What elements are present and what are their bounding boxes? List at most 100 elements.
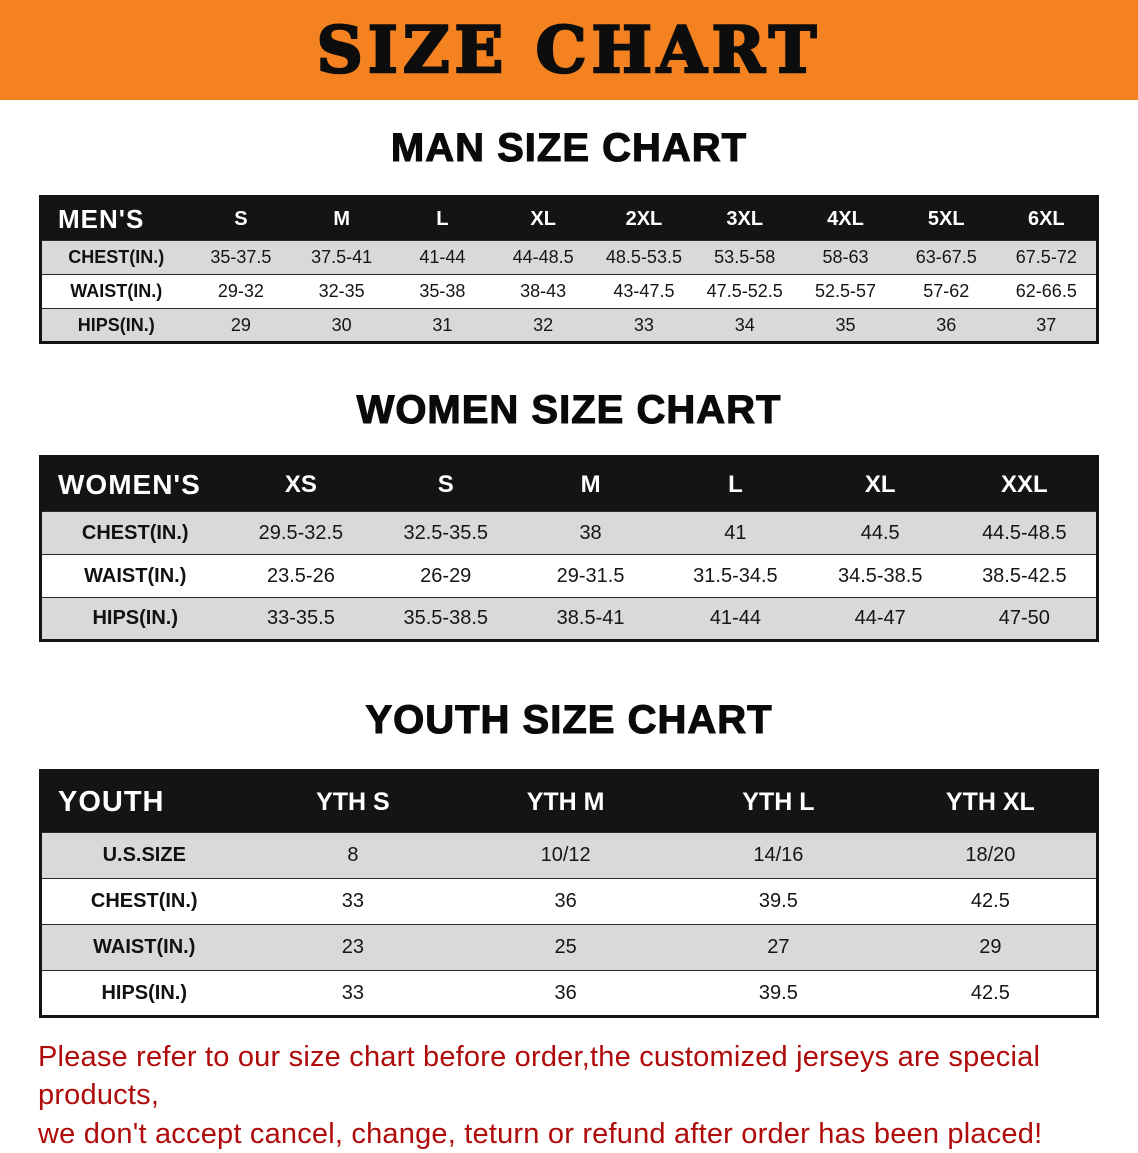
women-measurement-row: HIPS(IN.) 33-35.5 35.5-38.5 38.5-41 41-44 44-… bbox=[40, 597, 1098, 641]
youth-table-title: YOUTH bbox=[40, 770, 247, 833]
youth-size-value: 36 bbox=[554, 981, 577, 1004]
men-size-value: 57-62 bbox=[923, 281, 970, 301]
men-size-value: 32-35 bbox=[318, 281, 365, 301]
men-size-value: 67.5-72 bbox=[1015, 247, 1077, 267]
men-size-value: 35-38 bbox=[419, 281, 466, 301]
men-size-value: 41-44 bbox=[419, 247, 466, 267]
youth-measurement-row: HIPS(IN.) 33 36 39.5 42.5 bbox=[40, 970, 1098, 1017]
men-row-label: CHEST(IN.) bbox=[68, 247, 165, 267]
women-size-value: 29.5-32.5 bbox=[258, 521, 344, 544]
youth-row-label: CHEST(IN.) bbox=[90, 890, 198, 912]
women-size-column-header: XS bbox=[228, 456, 374, 512]
men-measurement-row: CHEST(IN.) 35-37.5 37.5-41 41-44 44-48.5 48.5… bbox=[40, 240, 1098, 275]
women-size-column-header: XL bbox=[807, 456, 953, 512]
women-size-column-header: S bbox=[373, 456, 519, 512]
men-size-value: 29-32 bbox=[217, 281, 264, 301]
men-size-value: 29 bbox=[230, 314, 251, 335]
men-size-value: 38-43 bbox=[520, 281, 567, 301]
youth-size-value: 8 bbox=[347, 844, 359, 866]
women-size-value: 41-44 bbox=[709, 607, 761, 629]
youth-header-row: YOUTH YTH S YTH M YTH L YTH XL bbox=[40, 770, 1098, 833]
women-size-value: 38.5-42.5 bbox=[982, 564, 1067, 587]
youth-size-column-header: YTH S bbox=[246, 770, 460, 833]
men-size-column-header: 2XL bbox=[593, 196, 695, 241]
youth-size-value: 42.5 bbox=[970, 981, 1010, 1004]
men-size-value: 48.5-53.5 bbox=[605, 247, 682, 267]
men-size-column-header: 4XL bbox=[795, 196, 896, 241]
youth-size-value: 42.5 bbox=[970, 890, 1010, 912]
footer-disclaimer-line1: Please refer to our size chart before or… bbox=[38, 1041, 1041, 1112]
men-size-value: 37 bbox=[1036, 314, 1057, 335]
women-size-value: 38 bbox=[579, 521, 602, 544]
women-row-label: CHEST(IN.) bbox=[81, 521, 189, 544]
men-size-value: 33 bbox=[633, 314, 654, 335]
women-size-column-header: L bbox=[662, 456, 808, 512]
men-row-label: HIPS(IN.) bbox=[77, 314, 155, 335]
men-size-value: 53.5-58 bbox=[714, 247, 776, 267]
men-size-value: 63-67.5 bbox=[915, 247, 977, 267]
women-size-value: 31.5-34.5 bbox=[693, 564, 778, 587]
men-size-value: 35 bbox=[835, 314, 856, 335]
men-size-column-header: 5XL bbox=[895, 196, 997, 241]
youth-size-value: 36 bbox=[554, 890, 577, 912]
women-size-value: 29-31.5 bbox=[556, 564, 625, 587]
women-size-value: 47-50 bbox=[998, 607, 1050, 629]
youth-size-value: 27 bbox=[767, 936, 790, 958]
youth-size-column-header: YTH M bbox=[459, 770, 672, 833]
men-size-value: 35-37.5 bbox=[210, 247, 272, 267]
men-size-value: 62-66.5 bbox=[1015, 281, 1077, 301]
men-row-label: WAIST(IN.) bbox=[70, 281, 163, 301]
men-table-title: MEN'S bbox=[40, 196, 191, 241]
youth-size-value: 33 bbox=[341, 890, 364, 912]
men-size-value: 31 bbox=[432, 314, 453, 335]
youth-measurement-row: CHEST(IN.) 33 36 39.5 42.5 bbox=[40, 878, 1098, 925]
women-size-column-header: XXL bbox=[952, 456, 1098, 512]
women-size-value: 44-47 bbox=[854, 607, 906, 629]
men-size-value: 30 bbox=[331, 314, 352, 335]
men-size-value: 44-48.5 bbox=[512, 247, 574, 267]
youth-size-table: YOUTH YTH S YTH M YTH L YTH XL U.S.SIZE 8 10/12… bbox=[39, 769, 1099, 1018]
men-size-value: 37.5-41 bbox=[311, 247, 373, 267]
men-size-column-header: M bbox=[291, 196, 393, 241]
youth-section-heading: YOUTH SIZE CHART bbox=[365, 697, 773, 742]
women-row-label: WAIST(IN.) bbox=[84, 564, 187, 587]
men-size-column-header: L bbox=[392, 196, 493, 241]
youth-size-value: 23 bbox=[341, 936, 364, 958]
banner-title: SIZE CHART bbox=[315, 11, 822, 89]
women-measurement-row: WAIST(IN.) 23.5-26 26-29 29-31.5 31.5-34.5 34… bbox=[40, 554, 1098, 598]
women-size-value: 35.5-38.5 bbox=[403, 607, 488, 629]
men-size-value: 32 bbox=[533, 314, 554, 335]
women-row-label: HIPS(IN.) bbox=[92, 607, 179, 629]
women-size-value: 33-35.5 bbox=[266, 607, 335, 629]
women-size-value: 44.5 bbox=[860, 521, 900, 544]
youth-size-value: 33 bbox=[341, 981, 364, 1004]
women-size-value: 41 bbox=[724, 521, 747, 544]
footer-disclaimer: Please refer to our size chart before or… bbox=[38, 1038, 1100, 1153]
women-size-table: WOMEN'S XS S M L XL XXL CHEST(IN.) 29.5-32.5 32.5… bbox=[39, 455, 1099, 642]
men-size-value: 52.5-57 bbox=[814, 281, 876, 301]
women-table-title: WOMEN'S bbox=[40, 456, 229, 512]
men-size-table: MEN'S S M L XL 2XL 3XL 4XL 5XL 6XL CHEST(IN.) 35-37… bbox=[39, 195, 1099, 344]
men-measurement-row: HIPS(IN.) 29 30 31 32 33 34 35 36 37 bbox=[40, 308, 1098, 343]
youth-row-label: HIPS(IN.) bbox=[101, 981, 188, 1004]
youth-size-value: 18/20 bbox=[965, 844, 1016, 866]
youth-measurement-row: U.S.SIZE 8 10/12 14/16 18/20 bbox=[40, 832, 1098, 879]
youth-size-column-header: YTH L bbox=[672, 770, 885, 833]
women-measurement-row: CHEST(IN.) 29.5-32.5 32.5-35.5 38 41 44.5 44.5… bbox=[40, 511, 1098, 555]
women-header-row: WOMEN'S XS S M L XL XXL bbox=[40, 456, 1098, 512]
men-header-row: MEN'S S M L XL 2XL 3XL 4XL 5XL 6XL bbox=[40, 196, 1098, 241]
youth-size-value: 39.5 bbox=[758, 981, 798, 1004]
men-size-value: 47.5-52.5 bbox=[706, 281, 783, 301]
youth-size-column-header: YTH XL bbox=[884, 770, 1098, 833]
men-size-column-header: 3XL bbox=[694, 196, 796, 241]
women-size-value: 26-29 bbox=[420, 564, 472, 587]
youth-size-value: 14/16 bbox=[753, 844, 804, 866]
men-size-value: 36 bbox=[936, 314, 957, 335]
men-size-column-header: 6XL bbox=[996, 196, 1098, 241]
youth-size-value: 29 bbox=[979, 936, 1002, 958]
women-size-column-header: M bbox=[518, 456, 663, 512]
footer-disclaimer-line2: we don't accept cancel, change, teturn o… bbox=[38, 1117, 1043, 1150]
men-size-column-header: S bbox=[190, 196, 292, 241]
youth-row-label: U.S.SIZE bbox=[102, 844, 186, 866]
women-size-value: 34.5-38.5 bbox=[837, 564, 923, 587]
